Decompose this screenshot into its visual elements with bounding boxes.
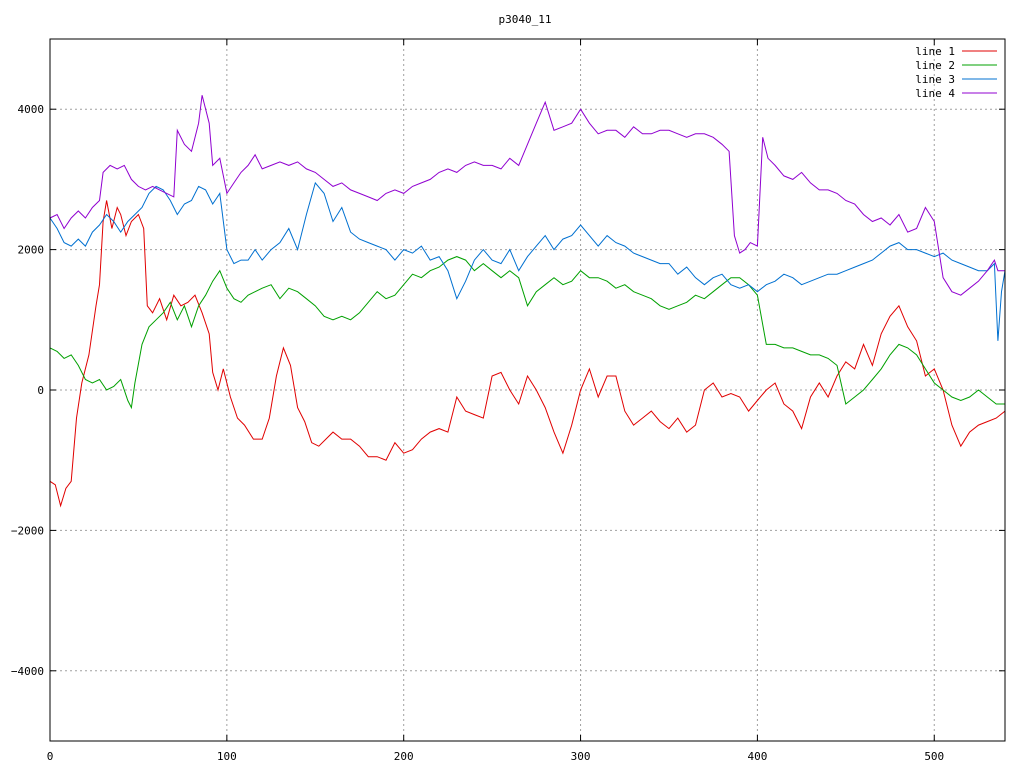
- series-line-2: [49, 256, 1005, 410]
- x-tick-label: 300: [571, 750, 591, 763]
- x-tick-label: 200: [394, 750, 414, 763]
- x-tick-label: 500: [924, 750, 944, 763]
- legend-label-2: line 2: [915, 59, 955, 72]
- y-tick-label: 0: [37, 384, 44, 397]
- x-tick-label: 400: [747, 750, 767, 763]
- series-line-1: [49, 200, 1006, 508]
- legend-label-3: line 3: [915, 73, 955, 86]
- x-tick-label: 0: [47, 750, 54, 763]
- series-line-4: [49, 95, 1005, 296]
- y-tick-label: −2000: [11, 524, 44, 537]
- axis-ticks: 0 100 200 300 400 500 −4000 −2000 0 2000 4000: [11, 39, 1005, 763]
- plot-frame: [49, 38, 1006, 742]
- legend-label-1: line 1: [915, 45, 955, 58]
- series-line-3: [49, 181, 1006, 341]
- y-tick-label: 4000: [18, 103, 45, 116]
- x-tick-label: 100: [217, 750, 237, 763]
- gridlines: [50, 39, 1005, 741]
- legend-label-4: line 4: [915, 87, 955, 100]
- chart-title: p3040_11: [499, 13, 552, 26]
- series-lines: [49, 95, 1006, 508]
- y-tick-label: 2000: [18, 244, 45, 257]
- y-tick-label: −4000: [11, 665, 44, 678]
